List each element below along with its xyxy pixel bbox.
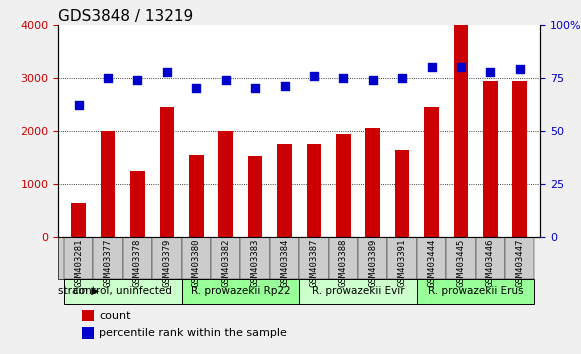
Point <box>397 75 407 81</box>
FancyBboxPatch shape <box>476 237 505 279</box>
FancyBboxPatch shape <box>417 279 535 304</box>
FancyBboxPatch shape <box>211 237 241 279</box>
Bar <box>130 171 145 237</box>
Text: percentile rank within the sample: percentile rank within the sample <box>99 329 287 338</box>
FancyBboxPatch shape <box>329 237 358 279</box>
Point <box>456 64 465 70</box>
Text: GSM403388: GSM403388 <box>339 239 348 287</box>
FancyBboxPatch shape <box>505 237 535 279</box>
Bar <box>336 133 351 237</box>
Bar <box>218 131 233 237</box>
Bar <box>160 107 174 237</box>
Text: GDS3848 / 13219: GDS3848 / 13219 <box>58 8 193 24</box>
FancyBboxPatch shape <box>64 279 182 304</box>
Text: GSM403380: GSM403380 <box>192 239 201 287</box>
Bar <box>424 107 439 237</box>
FancyBboxPatch shape <box>358 237 388 279</box>
FancyBboxPatch shape <box>94 237 123 279</box>
Text: GSM403379: GSM403379 <box>163 239 171 287</box>
Point <box>221 77 230 83</box>
Text: GSM403391: GSM403391 <box>397 239 407 287</box>
Text: R. prowazekii Rp22: R. prowazekii Rp22 <box>191 286 290 296</box>
Text: R. prowazekii Erus: R. prowazekii Erus <box>428 286 523 296</box>
Point <box>280 84 289 89</box>
Bar <box>483 80 498 237</box>
Bar <box>277 144 292 237</box>
Bar <box>394 149 410 237</box>
Point <box>486 69 495 74</box>
Point <box>309 73 318 79</box>
Point <box>192 86 201 91</box>
FancyBboxPatch shape <box>182 279 299 304</box>
Bar <box>101 131 116 237</box>
Text: GSM403444: GSM403444 <box>427 239 436 287</box>
Text: GSM403281: GSM403281 <box>74 239 83 287</box>
Text: control, uninfected: control, uninfected <box>73 286 172 296</box>
Text: GSM403383: GSM403383 <box>250 239 260 287</box>
Bar <box>83 327 94 339</box>
Text: GSM403389: GSM403389 <box>368 239 377 287</box>
Point <box>162 69 171 74</box>
Text: GSM403387: GSM403387 <box>310 239 318 287</box>
Bar <box>248 156 263 237</box>
FancyBboxPatch shape <box>123 237 152 279</box>
Text: strain ▶: strain ▶ <box>58 286 99 296</box>
Text: GSM403445: GSM403445 <box>457 239 465 287</box>
Point <box>103 75 113 81</box>
Bar <box>71 202 86 237</box>
Bar <box>83 309 94 321</box>
Point <box>515 67 525 72</box>
Bar <box>189 155 204 237</box>
Text: GSM403377: GSM403377 <box>103 239 113 287</box>
Text: GSM403384: GSM403384 <box>280 239 289 287</box>
FancyBboxPatch shape <box>64 237 94 279</box>
Bar <box>365 128 380 237</box>
FancyBboxPatch shape <box>446 237 476 279</box>
Text: GSM403378: GSM403378 <box>133 239 142 287</box>
Point <box>250 86 260 91</box>
FancyBboxPatch shape <box>299 237 329 279</box>
FancyBboxPatch shape <box>388 237 417 279</box>
FancyBboxPatch shape <box>417 237 446 279</box>
Text: GSM403446: GSM403446 <box>486 239 495 287</box>
Point <box>133 77 142 83</box>
Bar <box>307 144 321 237</box>
Bar <box>454 25 468 237</box>
Bar <box>512 80 527 237</box>
Point <box>339 75 348 81</box>
Point <box>368 77 378 83</box>
Point <box>427 64 436 70</box>
Text: GSM403382: GSM403382 <box>221 239 230 287</box>
Text: GSM403447: GSM403447 <box>515 239 524 287</box>
FancyBboxPatch shape <box>182 237 211 279</box>
Point <box>74 103 83 108</box>
FancyBboxPatch shape <box>270 237 299 279</box>
FancyBboxPatch shape <box>58 237 529 279</box>
Text: count: count <box>99 310 131 320</box>
Text: R. prowazekii Evir: R. prowazekii Evir <box>312 286 404 296</box>
FancyBboxPatch shape <box>152 237 182 279</box>
FancyBboxPatch shape <box>299 279 417 304</box>
FancyBboxPatch shape <box>241 237 270 279</box>
